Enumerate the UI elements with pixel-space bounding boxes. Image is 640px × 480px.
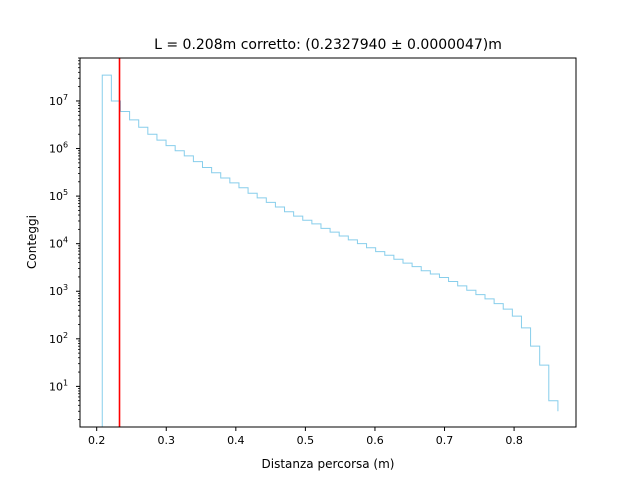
y-tick-label: 10 bbox=[49, 143, 63, 156]
y-tick-label: 10 bbox=[49, 380, 63, 393]
y-tick-label: 10 bbox=[49, 190, 63, 203]
y-tick-base: 10 bbox=[49, 95, 63, 108]
x-axis-label: Distanza percorsa (m) bbox=[262, 457, 395, 471]
y-tick-exponent: 5 bbox=[63, 188, 68, 197]
y-tick-base: 10 bbox=[49, 333, 63, 346]
x-tick-label: 0.7 bbox=[436, 434, 454, 447]
x-tick-label: 0.2 bbox=[88, 434, 106, 447]
y-tick-base: 10 bbox=[49, 380, 63, 393]
x-tick-label: 0.3 bbox=[158, 434, 176, 447]
plot-area bbox=[101, 58, 559, 427]
y-axis-label: Conteggi bbox=[25, 215, 39, 269]
y-tick-exponent: 6 bbox=[63, 141, 68, 150]
y-tick-base: 10 bbox=[49, 238, 63, 251]
x-axis-ticks: 0.2 0.3 0.4 0.5 0.6 0.7 0.8 bbox=[88, 427, 523, 447]
y-tick-label: 10 bbox=[49, 95, 63, 108]
y-tick-base: 10 bbox=[49, 285, 63, 298]
x-tick-label: 0.4 bbox=[227, 434, 245, 447]
plot-frame bbox=[79, 57, 577, 428]
y-tick-base: 10 bbox=[49, 143, 63, 156]
y-tick-exponent: 2 bbox=[63, 331, 68, 340]
y-tick-label: 10 bbox=[49, 285, 63, 298]
y-tick-exponent: 1 bbox=[63, 378, 68, 387]
x-tick-label: 0.5 bbox=[297, 434, 315, 447]
y-tick-exponent: 7 bbox=[63, 93, 68, 102]
chart-title: L = 0.208m corretto: (0.2327940 ± 0.0000… bbox=[154, 37, 502, 53]
histogram-series bbox=[101, 74, 559, 427]
x-tick-label: 0.8 bbox=[505, 434, 523, 447]
y-tick-base: 10 bbox=[49, 190, 63, 203]
y-tick-exponent: 3 bbox=[63, 283, 68, 292]
y-tick-label: 10 bbox=[49, 238, 63, 251]
y-tick-exponent: 4 bbox=[63, 236, 68, 245]
y-tick-label: 10 bbox=[49, 333, 63, 346]
x-tick-label: 0.6 bbox=[366, 434, 384, 447]
